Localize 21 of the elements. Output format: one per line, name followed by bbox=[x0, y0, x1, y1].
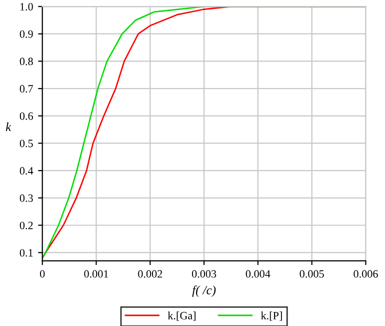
x-tick-label: 0 bbox=[40, 270, 45, 278]
y-tick-label: 0.4 bbox=[20, 167, 34, 175]
y-tick-label: 0.2 bbox=[20, 222, 33, 230]
y-tick-label: 0.6 bbox=[20, 112, 33, 120]
x-tick-label: 0.003 bbox=[192, 270, 216, 278]
y-tick-label: 0.9 bbox=[20, 30, 33, 38]
y-tick-label: 0.5 bbox=[20, 140, 33, 148]
legend-label: k.[Ga] bbox=[168, 312, 196, 321]
y-tick-label: 0.8 bbox=[20, 58, 33, 66]
x-tick-label: 0.005 bbox=[300, 270, 324, 278]
y-axis-title: k bbox=[6, 122, 12, 131]
y-tick-label: 0.7 bbox=[20, 85, 34, 93]
y-tick-label: 0.3 bbox=[20, 194, 33, 202]
x-tick-label: 0.004 bbox=[246, 270, 270, 278]
x-tick-label: 0.002 bbox=[138, 270, 162, 278]
y-tick-label: 1.0 bbox=[20, 2, 33, 11]
y-tick-label: 0.1 bbox=[20, 249, 33, 257]
x-tick-label: 0.006 bbox=[354, 270, 378, 278]
x-axis-title: f( /c) bbox=[192, 285, 216, 297]
legend-label: k.[P] bbox=[260, 312, 282, 321]
x-tick-label: 0.001 bbox=[84, 270, 108, 278]
